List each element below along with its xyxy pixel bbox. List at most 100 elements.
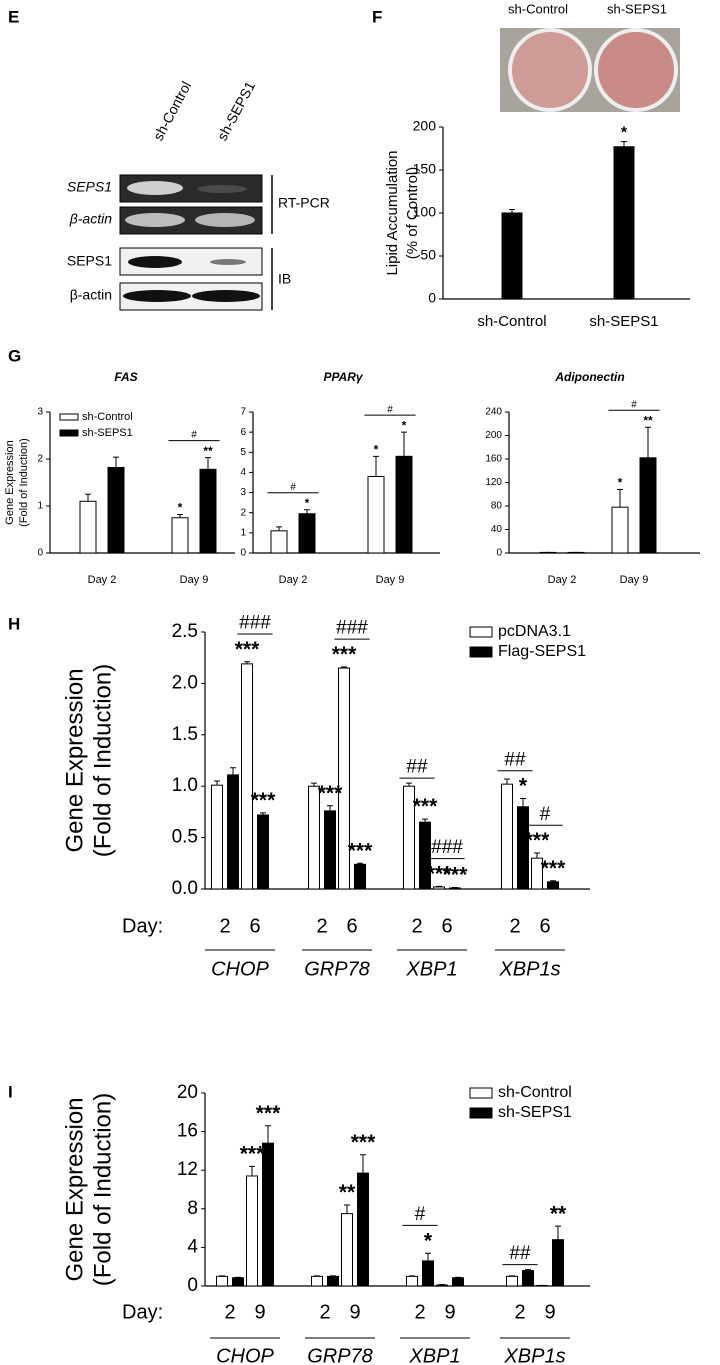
y-tick-label: 200 <box>413 118 437 134</box>
x-tick-label: 6 <box>249 915 260 937</box>
x-tick-label: 9 <box>349 1301 360 1323</box>
band <box>127 181 183 195</box>
error-bar <box>113 456 119 468</box>
y-tick-label: 1.0 <box>172 775 198 796</box>
significance: *** <box>318 782 343 805</box>
error-bar <box>401 431 407 457</box>
legend-swatch <box>59 413 79 421</box>
legend-swatch <box>59 429 79 437</box>
group-label: XBP1 <box>408 1345 460 1365</box>
pair-significance: ### <box>239 613 271 634</box>
bar <box>506 1275 518 1287</box>
group-label: XBP1s <box>498 958 560 980</box>
pair-significance: # <box>415 1204 426 1225</box>
x-tick-label: 2 <box>509 915 520 937</box>
y-tick-label: 100 <box>413 204 437 220</box>
bar <box>171 517 189 554</box>
bar <box>227 774 239 890</box>
row-label: β-actin <box>69 211 112 227</box>
significance: *** <box>235 638 260 661</box>
panel-label: I <box>8 1082 13 1101</box>
x-tick-label: 2 <box>411 915 422 937</box>
error-bar <box>509 209 515 213</box>
error-bar <box>265 1125 271 1144</box>
x-tick-label: Day 9 <box>376 574 405 586</box>
significance: *** <box>351 1131 376 1154</box>
error-bar <box>555 1225 561 1240</box>
lane-label: sh-SEPS1 <box>214 78 259 143</box>
y-tick-label: 0.0 <box>172 878 198 899</box>
x-tick-label: 6 <box>441 915 452 937</box>
x-tick-label: 2 <box>319 1301 330 1323</box>
band <box>197 185 247 193</box>
significance: * <box>424 1229 433 1252</box>
y-tick-label: 20 <box>177 1082 198 1103</box>
x-tick-label: Day 2 <box>279 574 308 586</box>
group-label: XBP1s <box>503 1345 565 1365</box>
bar <box>501 212 523 300</box>
bar <box>79 500 97 554</box>
y-tick-label: 3 <box>37 407 43 418</box>
legend-label: Flag-SEPS1 <box>498 643 586 660</box>
error-bar <box>645 426 651 458</box>
chart-title: Adiponectin <box>554 370 624 384</box>
error-bar <box>341 666 347 668</box>
group-label: CHOP <box>216 1345 274 1365</box>
significance: *** <box>256 1102 281 1125</box>
panel-label: H <box>8 614 20 633</box>
y-tick-label: 0 <box>428 290 436 306</box>
bar <box>257 814 269 890</box>
significance: ** <box>203 444 213 458</box>
bar <box>552 1239 564 1287</box>
y-tick-label: 16 <box>177 1121 198 1142</box>
row-label: SEPS1 <box>67 179 112 195</box>
error-bar <box>452 886 458 888</box>
bar <box>367 475 385 554</box>
error-bar <box>534 852 540 859</box>
error-bar <box>311 782 317 787</box>
band <box>125 213 185 227</box>
error-bar <box>276 526 282 531</box>
well <box>508 28 592 112</box>
row-label: SEPS1 <box>67 253 112 269</box>
legend-label: sh-Control <box>498 1084 572 1101</box>
significance: *** <box>251 789 276 812</box>
error-bar <box>205 457 211 470</box>
x-tick-label: 2 <box>224 1301 235 1323</box>
y-tick-label: 7 <box>240 407 246 418</box>
y-tick-label: 12 <box>177 1159 198 1180</box>
error-bar <box>406 782 412 787</box>
y-tick-label: 1 <box>240 527 246 538</box>
legend-swatch <box>469 1107 493 1119</box>
error-bar <box>617 489 623 508</box>
significance: *** <box>413 795 438 818</box>
significance: * <box>402 418 407 432</box>
error-bar <box>425 1252 431 1261</box>
error-bar <box>249 1165 255 1176</box>
chart-title: PPARγ <box>323 370 363 384</box>
y-tick-label: 40 <box>491 524 503 535</box>
group-label: CHOP <box>211 958 269 980</box>
bar <box>452 1277 464 1287</box>
bar <box>406 1275 418 1287</box>
y-tick-label: 0 <box>37 548 43 559</box>
y-axis-label: Gene Expression <box>61 668 88 852</box>
bar <box>298 513 316 554</box>
x-tick-label: 9 <box>254 1301 265 1323</box>
y-tick-label: 120 <box>485 477 502 488</box>
error-bar <box>260 812 266 815</box>
pair-significance: ## <box>504 749 526 770</box>
y-tick-label: 4 <box>187 1236 198 1257</box>
row-label: β-actin <box>70 287 112 303</box>
y-tick-label: 0.5 <box>172 827 198 848</box>
well <box>594 28 678 112</box>
bar <box>311 1275 323 1287</box>
y-tick-label: 3 <box>240 487 246 498</box>
y-axis-label: (Fold of Induction) <box>89 664 116 857</box>
lane-label: sh-Control <box>150 79 194 144</box>
significance: *** <box>443 864 468 887</box>
x-tick-label: 6 <box>539 915 550 937</box>
significance: * <box>621 124 628 141</box>
y-tick-label: 4 <box>240 467 246 478</box>
